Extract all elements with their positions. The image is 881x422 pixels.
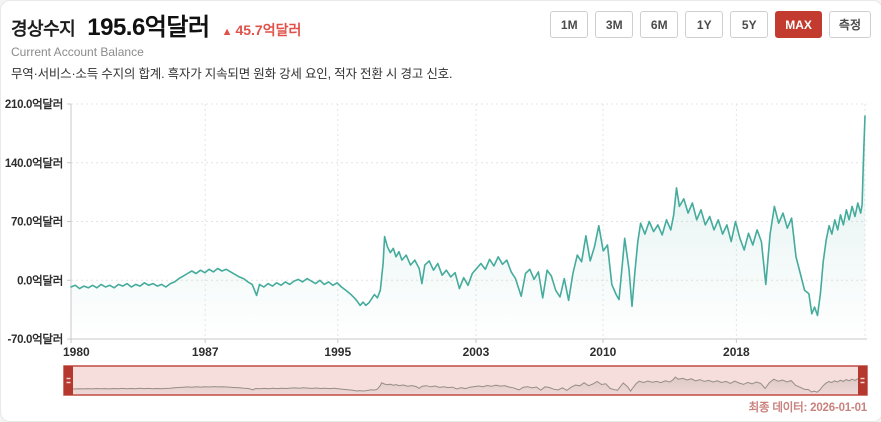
y-tick-label: 140.0억달러 — [5, 156, 63, 170]
series-line — [70, 115, 866, 317]
range-button-6m[interactable]: 6M — [640, 11, 679, 38]
change-value: 45.7억달러 — [235, 22, 302, 38]
up-arrow-icon: ▲ — [221, 26, 233, 38]
x-tick-label: 2010 — [590, 345, 617, 359]
axis-labels: 210.0억달러140.0억달러70.0억달러0.0억달러-70.0억달러198… — [5, 97, 750, 359]
latest-value: 195.6억달러 — [87, 14, 210, 41]
mini-series-area — [66, 368, 865, 394]
range-button-5y[interactable]: 5Y — [730, 11, 769, 38]
brush-handle-left[interactable] — [64, 366, 73, 395]
x-tick-label: 1980 — [63, 345, 90, 359]
measure-button[interactable]: 측정 — [828, 11, 871, 38]
page-title: 경상수지 — [11, 19, 76, 39]
change-badge: ▲ 45.7억달러 — [222, 20, 302, 40]
x-tick-label: 1987 — [192, 345, 219, 359]
x-tick-label: 2003 — [463, 345, 490, 359]
description: 무역·서비스·소득 수지의 합계. 흑자가 지속되면 원화 강세 요인, 적자 … — [11, 67, 453, 81]
brush-handle-right[interactable] — [858, 366, 867, 395]
y-tick-label: 70.0억달러 — [11, 215, 63, 229]
header: 경상수지 195.6억달러 ▲ 45.7억달러 Current Account B… — [11, 7, 581, 59]
y-tick-label: -70.0억달러 — [7, 332, 63, 346]
range-slider — [63, 365, 868, 396]
last-data-label: 최종 데이터: 2026-01-01 — [748, 402, 868, 414]
range-button-max[interactable]: MAX — [775, 11, 822, 38]
range-buttons: 1M 3M 6M 1Y 5Y MAX 측정 — [550, 11, 871, 38]
x-tick-label: 2018 — [723, 345, 750, 359]
range-button-1m[interactable]: 1M — [550, 11, 589, 38]
range-button-3m[interactable]: 3M — [595, 11, 634, 38]
x-tick-label: 1995 — [324, 345, 351, 359]
range-button-1y[interactable]: 1Y — [685, 11, 724, 38]
y-tick-label: 210.0억달러 — [5, 97, 63, 111]
y-tick-label: 0.0억달러 — [17, 273, 63, 287]
series-area — [71, 116, 865, 339]
subtitle: Current Account Balance — [11, 45, 144, 59]
brush-overlay[interactable] — [63, 365, 868, 396]
mini-series-line — [65, 368, 866, 393]
